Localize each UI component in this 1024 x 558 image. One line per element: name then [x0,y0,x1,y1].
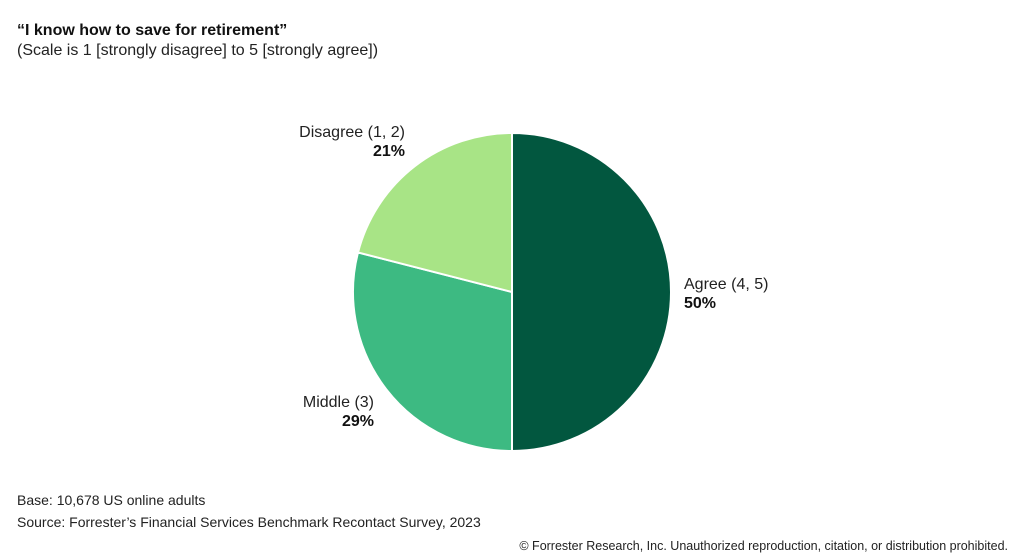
label-middle-pct: 29% [341,413,374,430]
label-disagree-name: Disagree (1, 2) [299,124,405,141]
label-middle-name: Middle (3) [302,394,374,411]
pie-slices [352,131,672,453]
chart-subtitle: (Scale is 1 [strongly disagree] to 5 [st… [17,42,379,59]
source-note: Source: Forrester’s Financial Services B… [17,514,481,530]
pie-slice-agree [511,131,672,453]
base-note: Base: 10,678 US online adults [17,492,206,508]
chart-title: “I know how to save for retirement” [17,22,288,39]
label-disagree: Disagree (1, 2) 21% [299,123,405,161]
pie-slice-disagree [356,131,513,294]
label-middle: Middle (3) 29% [303,393,374,431]
label-agree-name: Agree (4, 5) [684,276,769,293]
pie-slice-middle [352,251,513,453]
label-agree-pct: 50% [684,295,717,312]
label-disagree-pct: 21% [372,143,405,160]
label-agree: Agree (4, 5) 50% [684,275,768,313]
copyright-notice: © Forrester Research, Inc. Unauthorized … [519,539,1008,553]
